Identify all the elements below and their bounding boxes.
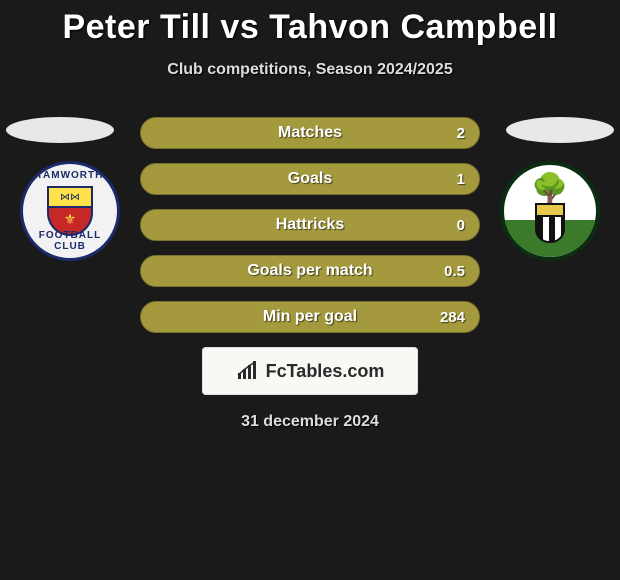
stat-right-value: 2 [457,125,465,142]
stat-label: Hattricks [141,216,479,234]
date-text: 31 december 2024 [0,413,620,431]
crest-left-bottom-text: FOOTBALL CLUB [23,230,117,252]
stat-right-value: 284 [440,309,465,326]
stat-row: Matches2 [140,117,480,149]
stat-label: Min per goal [141,308,479,326]
stat-row: Hattricks0 [140,209,480,241]
stat-row: Goals per match0.5 [140,255,480,287]
stat-row: Min per goal284 [140,301,480,333]
crest-right-shield [535,209,565,243]
crest-left-top-text: TAMWORTH [23,170,117,181]
stat-label: Goals [141,170,479,188]
stat-right-value: 0 [457,217,465,234]
brand-text: FcTables.com [266,361,385,382]
stat-row: Goals1 [140,163,480,195]
right-player-ellipse [506,117,614,143]
crest-right-tree-icon: 🌳 [531,175,568,205]
comparison-panel: TAMWORTH ⋈⋈ ⚜ FOOTBALL CLUB 🌳 Matches2 Go… [0,117,620,431]
crest-left-shield: ⋈⋈ ⚜ [47,186,93,236]
stat-right-value: 1 [457,171,465,188]
brand-badge[interactable]: FcTables.com [202,347,418,395]
left-club-crest: TAMWORTH ⋈⋈ ⚜ FOOTBALL CLUB [20,161,120,261]
subtitle: Club competitions, Season 2024/2025 [0,61,620,79]
stat-label: Matches [141,124,479,142]
stat-right-value: 0.5 [444,263,465,280]
right-club-crest: 🌳 [500,161,600,261]
stat-label: Goals per match [141,262,479,280]
bar-chart-icon [236,361,260,381]
left-player-ellipse [6,117,114,143]
page-title: Peter Till vs Tahvon Campbell [0,0,620,47]
